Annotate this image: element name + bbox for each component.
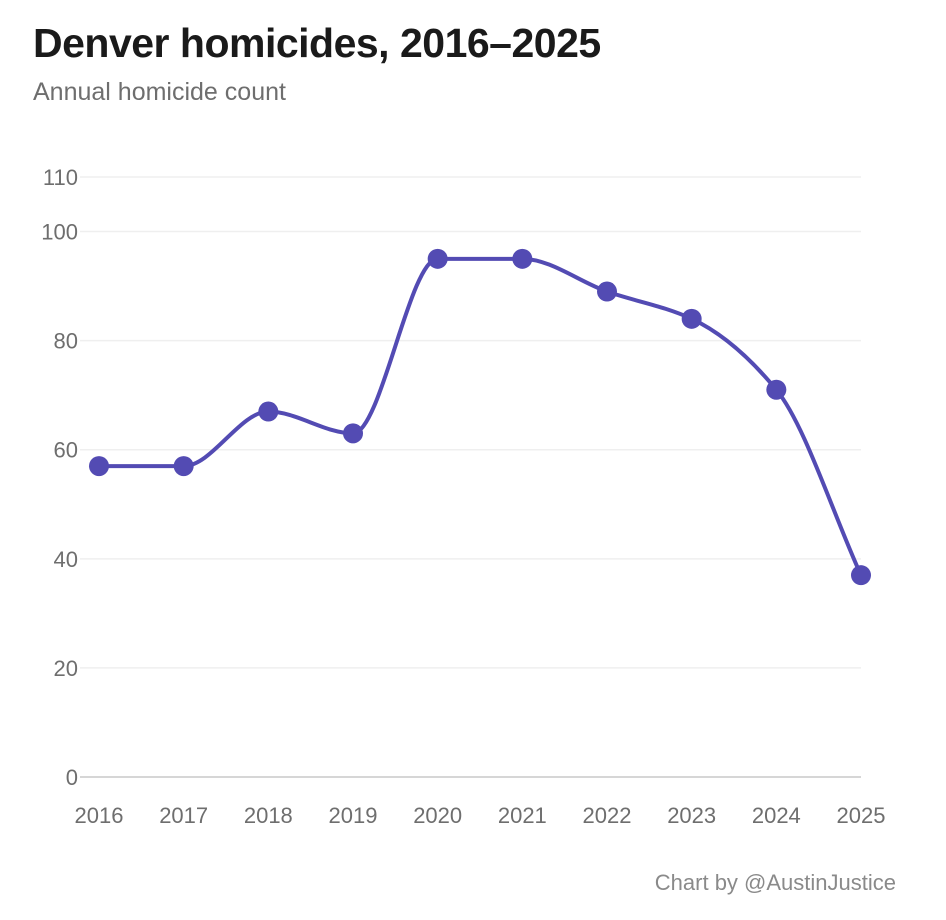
y-tick-label: 20	[54, 656, 78, 681]
data-point	[766, 379, 787, 400]
x-axis-labels: 2016 2017 2018 2019 2020 2021 2022 2023 2024 2025	[75, 803, 886, 828]
x-tick-label: 2023	[667, 803, 716, 828]
y-tick-label: 60	[54, 438, 78, 463]
data-point	[427, 248, 448, 269]
data-point	[258, 401, 279, 422]
x-tick-label: 2016	[75, 803, 124, 828]
data-point	[343, 423, 363, 444]
x-tick-label: 2020	[413, 803, 462, 828]
data-point	[681, 308, 702, 329]
y-tick-label: 40	[54, 547, 78, 572]
data-point	[89, 456, 109, 477]
data-point	[597, 281, 617, 302]
x-tick-label: 2018	[244, 803, 293, 828]
x-tick-label: 2025	[837, 803, 886, 828]
y-axis-labels: 0 20 40 60 80 100 110	[41, 165, 78, 790]
chart-credit: Chart by @AustinJustice	[654, 870, 896, 895]
series-layer	[89, 248, 871, 586]
y-tick-label: 80	[54, 329, 78, 354]
y-tick-label: 110	[43, 165, 78, 190]
series-line	[97, 256, 863, 578]
data-point	[173, 456, 194, 477]
x-tick-label: 2021	[498, 803, 547, 828]
x-tick-label: 2017	[159, 803, 208, 828]
data-point	[851, 565, 871, 586]
x-tick-label: 2022	[583, 803, 632, 828]
x-tick-label: 2019	[329, 803, 378, 828]
chart-subtitle: Annual homicide count	[33, 78, 286, 106]
y-tick-label: 0	[66, 765, 78, 790]
gridlines	[80, 176, 861, 778]
x-tick-label: 2024	[752, 803, 801, 828]
chart-title: Denver homicides, 2016–2025	[33, 20, 601, 66]
y-tick-label: 100	[41, 220, 78, 245]
data-point	[512, 248, 533, 269]
